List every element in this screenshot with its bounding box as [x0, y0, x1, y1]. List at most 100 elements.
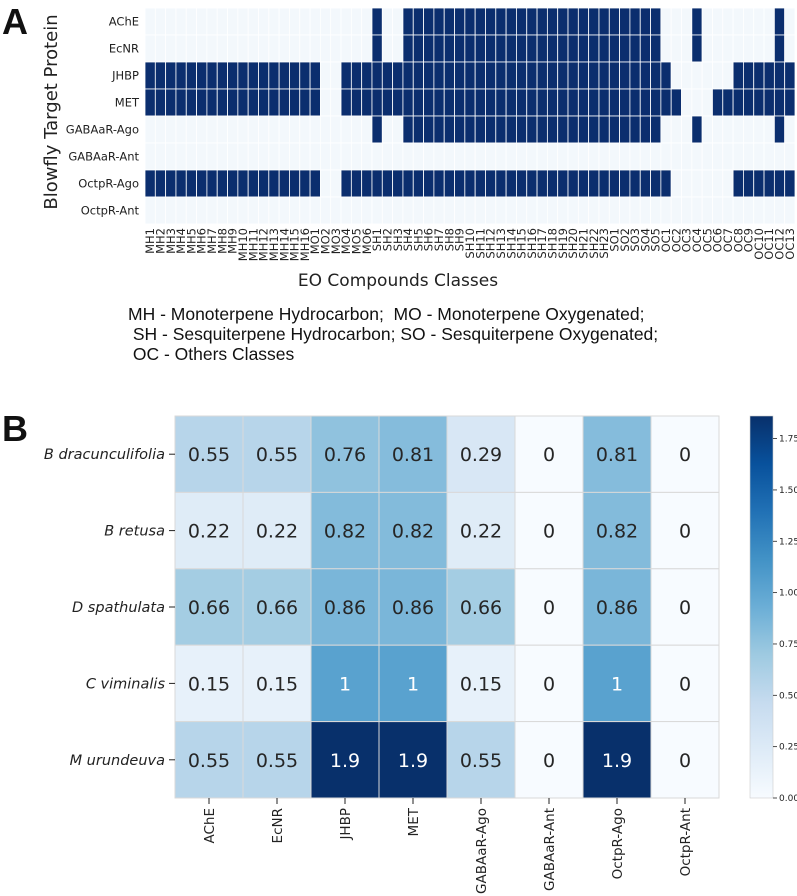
heatmap-a-cell	[670, 88, 682, 117]
heatmap-a-cell	[433, 61, 445, 90]
heatmap-a-column-label: OC3	[680, 228, 694, 252]
heatmap-a-cell	[454, 169, 466, 198]
heatmap-a-cell	[588, 61, 600, 90]
heatmap-a-cell	[526, 7, 538, 36]
heatmap-a-cell	[402, 7, 414, 36]
heatmap-a-cell	[732, 88, 744, 117]
panel-a-label: A	[2, 1, 28, 42]
heatmap-b-cell-value: 0.82	[596, 521, 638, 543]
heatmap-a-cell	[619, 169, 631, 198]
heatmap-a-cell	[227, 61, 239, 90]
heatmap-a-cell	[670, 34, 682, 63]
heatmap-a-column-label: SH13	[494, 228, 508, 259]
heatmap-a-cell	[412, 34, 424, 63]
heatmap-a-cell	[443, 34, 455, 63]
heatmap-a-column-label: MH13	[267, 228, 281, 261]
heatmap-a-cell	[763, 169, 775, 198]
heatmap-a-cell	[206, 7, 218, 36]
heatmap-a-column-label: SH6	[422, 228, 436, 251]
heatmap-a-cell	[681, 61, 693, 90]
heatmap-a-cell	[154, 88, 167, 117]
heatmap-a-cell	[423, 196, 435, 225]
heatmap-a-cell	[722, 196, 734, 225]
heatmap-b-cell	[514, 568, 584, 646]
heatmap-a-cell	[433, 34, 445, 63]
heatmap-a-cell	[598, 7, 610, 36]
heatmap-a-cell	[567, 196, 579, 225]
heatmap-a-cell	[165, 169, 177, 198]
heatmap-a-cell	[743, 142, 755, 171]
heatmap-a-cell	[660, 34, 672, 63]
heatmap-a-cell	[660, 7, 672, 36]
heatmap-a-cell	[216, 196, 228, 225]
heatmap-a-cell	[567, 61, 579, 90]
heatmap-a-cell	[701, 34, 713, 63]
heatmap-a-cell	[753, 61, 765, 90]
heatmap-b-cell	[582, 568, 652, 646]
heatmap-a-cell	[237, 88, 249, 117]
heatmap-a-cell	[454, 61, 466, 90]
heatmap-a-cell	[701, 142, 713, 171]
heatmap-a-cell	[464, 34, 476, 63]
heatmap-a-cell	[619, 196, 631, 225]
heatmap-a-cell	[505, 142, 517, 171]
heatmap-a-cell	[495, 115, 507, 144]
heatmap-a-cell	[196, 34, 208, 63]
heatmap-a-cell	[227, 196, 239, 225]
heatmap-a-cell	[608, 7, 621, 36]
heatmap-a-cell	[743, 196, 755, 225]
heatmap-a-cell	[505, 169, 517, 198]
heatmap-a-cell	[639, 142, 651, 171]
heatmap-a-cell	[381, 61, 394, 90]
heatmap-a-cell	[681, 142, 693, 171]
heatmap-a-cell	[185, 169, 197, 198]
panel-a-column-labels: MH1MH2MH3MH4MH5MH6MH7MH8MH9MH10MH11MH12M…	[143, 228, 797, 261]
heatmap-a-cell	[536, 61, 548, 90]
heatmap-a-cell	[258, 196, 270, 225]
heatmap-a-cell	[381, 88, 394, 117]
heatmap-a-cell	[144, 7, 156, 36]
heatmap-a-cell	[608, 142, 621, 171]
heatmap-b-cell-value: 0.22	[188, 521, 230, 543]
heatmap-a-cell	[144, 169, 156, 198]
heatmap-a-cell	[464, 142, 476, 171]
heatmap-a-cell	[639, 34, 651, 63]
heatmap-a-cell	[557, 61, 569, 90]
colorbar-tick-label: 1.75	[779, 435, 797, 445]
heatmap-a-column-label: MH3	[164, 228, 178, 254]
heatmap-a-cell	[691, 142, 703, 171]
heatmap-a-cell	[743, 115, 755, 144]
heatmap-a-cell	[289, 61, 301, 90]
heatmap-a-cell	[423, 142, 435, 171]
heatmap-a-cell	[526, 142, 538, 171]
heatmap-a-cell	[340, 7, 352, 36]
heatmap-a-cell	[629, 142, 641, 171]
heatmap-a-cell	[619, 88, 631, 117]
heatmap-a-cell	[289, 88, 301, 117]
heatmap-a-cell	[361, 88, 373, 117]
heatmap-a-column-label: SH2	[381, 228, 395, 251]
heatmap-a-cell	[732, 115, 744, 144]
heatmap-a-cell	[278, 88, 290, 117]
heatmap-b-cell	[650, 568, 720, 646]
heatmap-a-cell	[546, 142, 559, 171]
heatmap-a-column-label: MH9	[226, 228, 240, 254]
heatmap-a-cell	[536, 34, 548, 63]
heatmap-a-column-label: MH4	[174, 228, 188, 254]
heatmap-a-cell	[392, 7, 404, 36]
heatmap-a-cell	[412, 142, 424, 171]
heatmap-a-cell	[567, 88, 579, 117]
heatmap-a-cell	[536, 88, 548, 117]
heatmap-a-cell	[268, 196, 280, 225]
heatmap-a-cell	[629, 169, 641, 198]
heatmap-a-cell	[526, 88, 538, 117]
heatmap-a-cell	[577, 196, 590, 225]
heatmap-a-cell	[258, 34, 270, 63]
heatmap-a-cell	[495, 169, 507, 198]
heatmap-a-cell	[557, 7, 569, 36]
heatmap-b-cell	[446, 644, 516, 723]
heatmap-a-cell	[402, 169, 414, 198]
heatmap-b-cell	[310, 491, 380, 570]
heatmap-a-cell	[598, 61, 610, 90]
heatmap-a-cell	[732, 142, 744, 171]
